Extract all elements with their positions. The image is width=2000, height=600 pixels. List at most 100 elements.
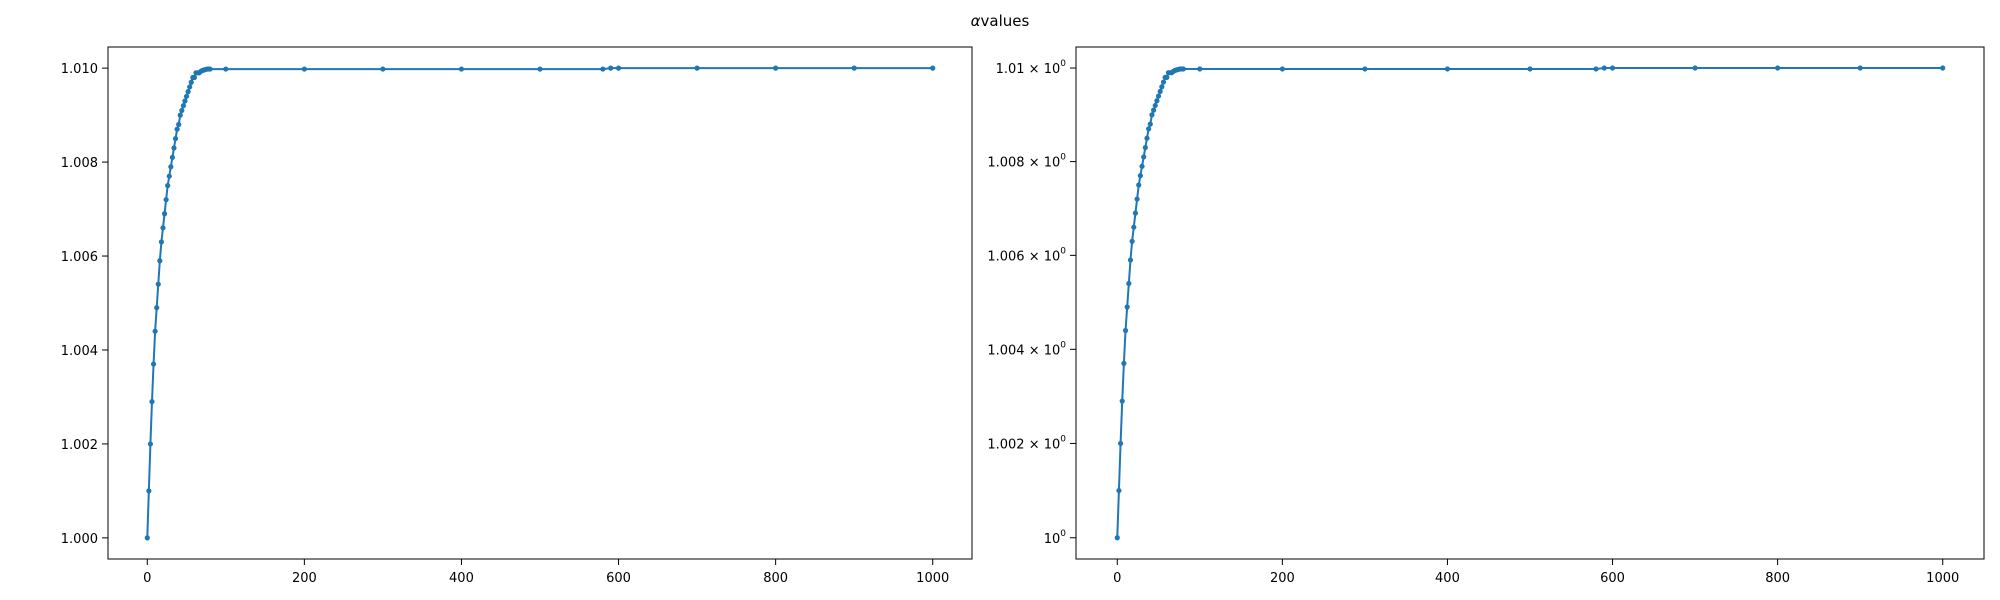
data-point (171, 145, 177, 151)
data-point (1149, 112, 1155, 118)
data-point (1692, 65, 1698, 71)
x-tick-label: 0 (143, 571, 151, 586)
figure-title-prefix: α (971, 12, 981, 30)
data-point (1119, 398, 1125, 404)
data-point (223, 66, 229, 72)
x-tick-label: 1000 (1926, 571, 1959, 586)
data-point (694, 65, 700, 71)
data-point (188, 79, 194, 85)
data-point (157, 258, 163, 264)
data-point (1122, 327, 1129, 334)
data-point (301, 66, 307, 72)
left-linear-plot: 0 200 400 600 800 1000 1.000 1.002 1.004 1.006 1.0… (61, 46, 973, 586)
data-point (207, 66, 213, 72)
data-point (1142, 144, 1148, 151)
data-point (1146, 126, 1152, 132)
data-point (176, 121, 182, 128)
x-tick-label: 800 (1765, 571, 1790, 586)
data-point (150, 361, 157, 367)
data-point (1362, 66, 1368, 72)
data-point (149, 399, 155, 405)
data-point (179, 107, 185, 114)
figure-title-main: values (981, 12, 1030, 30)
data-point (144, 535, 150, 541)
x-tick-label: 0 (1113, 571, 1121, 586)
data-point (1160, 79, 1167, 85)
data-point (1117, 440, 1124, 447)
data-point (155, 281, 161, 287)
data-point (1147, 121, 1153, 127)
data-point (600, 66, 606, 72)
data-point (1154, 98, 1160, 104)
x-tick-label: 200 (292, 571, 317, 586)
data-point (185, 89, 191, 95)
plot-frame-1 (1075, 46, 1985, 560)
data-point (177, 112, 183, 118)
plot-frame-0 (107, 46, 973, 560)
data-point (182, 98, 188, 104)
data-point (773, 65, 779, 71)
data-point (1197, 66, 1203, 72)
data-point (180, 103, 187, 109)
series-line-0-0 (146, 67, 933, 538)
data-point (154, 305, 160, 311)
figure-title: αvalues (971, 12, 1030, 30)
x-tick-label: 400 (449, 571, 474, 586)
data-point (608, 65, 614, 71)
data-point (851, 65, 857, 71)
data-point (1116, 487, 1122, 494)
data-point (147, 441, 154, 447)
data-point (1601, 65, 1607, 71)
y-tick-label: 1.01 × 100 (996, 59, 1067, 77)
data-point (191, 74, 197, 81)
data-point (163, 197, 169, 203)
data-point (1129, 238, 1135, 244)
data-point (458, 66, 465, 72)
data-point (1444, 66, 1451, 72)
y-tick-label: 1.002 (61, 438, 98, 453)
data-point (169, 154, 176, 160)
y-tick-label: 1.006 × 100 (987, 246, 1066, 264)
data-point (615, 65, 622, 71)
data-point (1131, 224, 1137, 230)
data-point (187, 84, 193, 90)
data-point (1159, 84, 1165, 90)
data-point (1114, 535, 1120, 541)
data-point (537, 66, 543, 72)
series-line-1-0 (1116, 67, 1943, 538)
data-point (930, 65, 936, 71)
data-point (158, 239, 165, 245)
y-tick-label: 1.000 (61, 532, 98, 547)
x-tick-label: 600 (606, 571, 631, 586)
x-tick-label: 600 (1600, 571, 1625, 586)
data-point (1180, 66, 1186, 72)
data-point (1132, 210, 1139, 216)
data-point (1144, 135, 1150, 141)
data-point (160, 225, 166, 231)
data-point (172, 135, 179, 142)
data-point (146, 488, 152, 494)
right-log-plot: 0 200 400 600 800 1000 100 1.002 × 100 1.004 × 1… (987, 46, 1985, 586)
data-point (1152, 102, 1158, 109)
data-point (1124, 304, 1130, 310)
data-point (1609, 65, 1616, 71)
data-point (1164, 74, 1170, 80)
data-point (1593, 66, 1599, 72)
data-point (174, 126, 180, 132)
y-tick-label: 100 (1044, 529, 1067, 547)
data-point (1279, 66, 1285, 72)
data-point (1134, 196, 1140, 202)
data-point (152, 328, 158, 334)
x-tick-label: 200 (1270, 571, 1295, 586)
data-point (1121, 360, 1127, 367)
y-tick-label: 1.008 × 100 (987, 153, 1066, 171)
x-tick-label: 400 (1435, 571, 1460, 586)
data-point (161, 211, 168, 217)
data-point (1139, 163, 1145, 169)
y-tick-label: 1.010 (61, 62, 98, 77)
data-point (1150, 107, 1157, 113)
data-point (1857, 65, 1863, 71)
data-point (1940, 65, 1946, 71)
y-tick-label: 1.004 (61, 344, 98, 359)
